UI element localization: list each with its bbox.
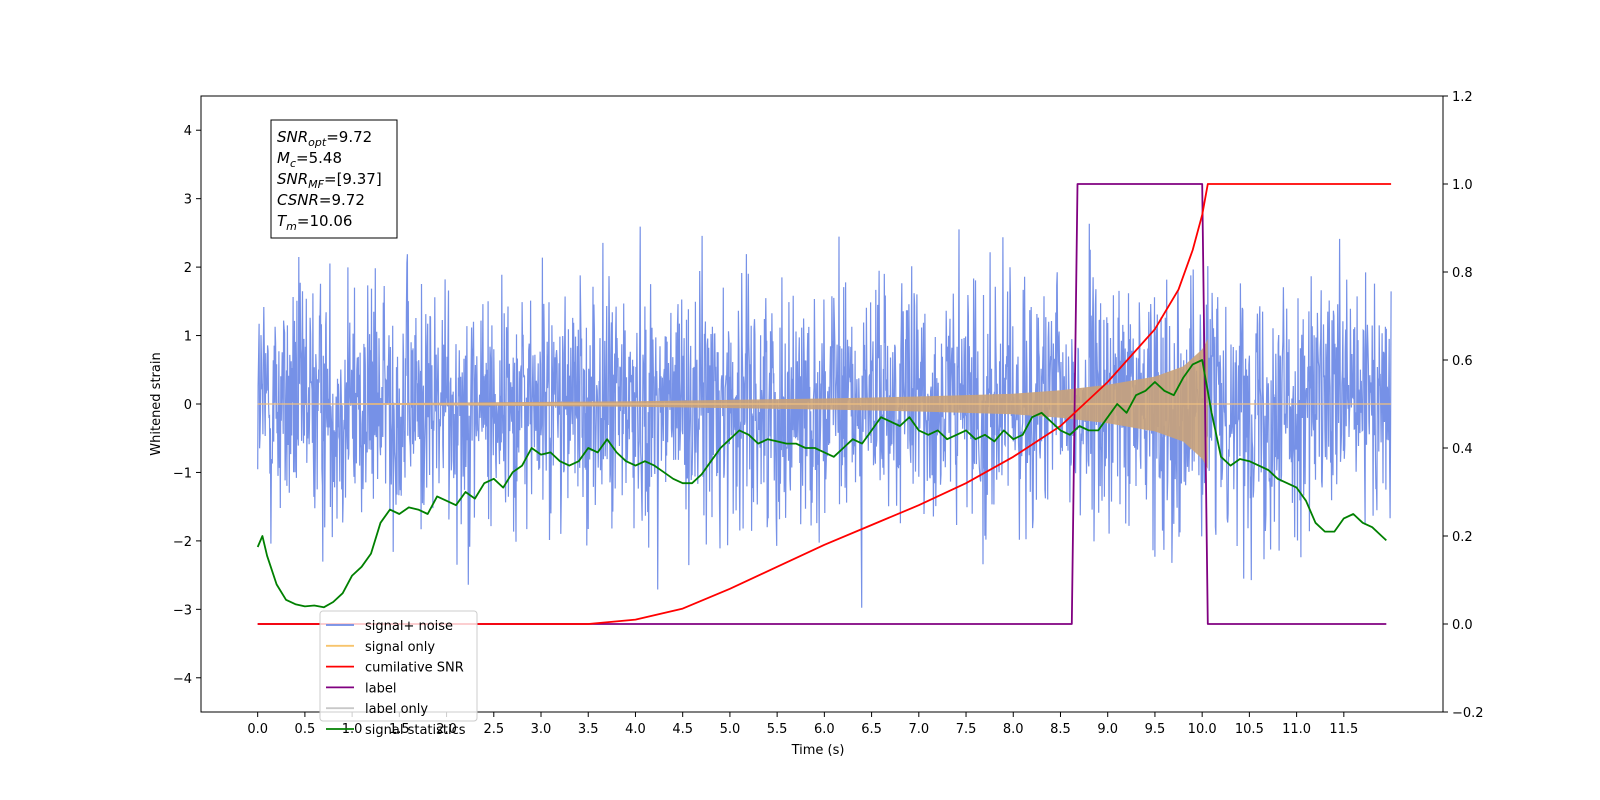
y2-tick-label: 1.0 (1452, 178, 1473, 193)
y2-tick-label: 0.0 (1452, 618, 1473, 633)
info-box-line: CSNR=9.72 (277, 191, 365, 209)
x-axis-title: Time (s) (791, 743, 845, 758)
y-axis-title: Whitened strain (149, 352, 164, 455)
legend-label: signal only (365, 640, 435, 655)
x-tick-label: 0.0 (247, 722, 268, 737)
y2-tick-label: 0.4 (1452, 442, 1473, 457)
x-axis: 0.0 0.5 1.0 1.5 2.0 2.5 3.0 3.5 4.0 4.5 5.0 5.5 6.0 6… (247, 712, 1358, 737)
y-tick-label: −2 (173, 535, 192, 550)
x-tick-label: 5.5 (767, 722, 788, 737)
x-tick-label: 6.5 (861, 722, 882, 737)
x-tick-label: 4.5 (672, 722, 693, 737)
legend: signal+ noise signal only cumilative SNR la… (319, 610, 478, 738)
x-tick-label: 11.5 (1329, 722, 1358, 737)
legend-label: label (365, 681, 396, 696)
x-tick-label: 0.5 (295, 722, 316, 737)
legend-label: signal statistics (365, 723, 466, 738)
x-tick-label: 10.0 (1188, 722, 1217, 737)
legend-label: signal+ noise (365, 619, 453, 634)
y-tick-label: 2 (184, 261, 192, 276)
series-label (257, 183, 1387, 625)
y2-tick-label: 0.8 (1452, 266, 1473, 281)
y-tick-label: 3 (184, 193, 192, 208)
x-tick-label: 3.0 (531, 722, 552, 737)
legend-label: label only (365, 702, 428, 717)
x-tick-label: 3.5 (578, 722, 599, 737)
y-axis-left: −4 −3 −2 −1 0 1 2 3 4 (173, 124, 201, 687)
x-tick-label: 8.5 (1050, 722, 1071, 737)
y2-tick-label: 0.6 (1452, 354, 1473, 369)
info-box-line: SNRMF=[9.37] (277, 170, 382, 191)
series-signal-statistics (256, 359, 1387, 609)
y-tick-label: −3 (173, 603, 192, 618)
x-tick-label: 1.5 (389, 722, 410, 737)
series-cumulative-snr (257, 183, 1392, 625)
y-tick-label: −4 (173, 672, 192, 687)
info-box-line: SNRopt=9.72 (277, 128, 372, 149)
x-tick-label: 5.0 (720, 722, 741, 737)
x-tick-label: 9.5 (1145, 722, 1166, 737)
legend-label: cumilative SNR (365, 661, 464, 676)
x-tick-label: 8.0 (1003, 722, 1024, 737)
legend-frame (319, 610, 478, 722)
x-tick-label: 10.5 (1235, 722, 1264, 737)
x-tick-label: 2.5 (483, 722, 504, 737)
y2-tick-label: 1.2 (1452, 90, 1473, 105)
y-tick-label: 0 (184, 398, 192, 413)
x-tick-label: 7.5 (956, 722, 977, 737)
info-box-line: Mc=5.48 (277, 149, 342, 170)
series-layer (256, 183, 1392, 625)
y-tick-label: 1 (184, 330, 192, 345)
x-tick-label: 2.0 (436, 722, 457, 737)
x-tick-label: 11.0 (1282, 722, 1311, 737)
x-tick-label: 7.0 (908, 722, 929, 737)
x-tick-label: 6.0 (814, 722, 835, 737)
y-axis-right: −0.2 0.0 0.2 0.4 0.6 0.8 1.0 1.2 (1443, 90, 1484, 721)
info-box-frame (270, 119, 398, 239)
info-box-line: Tm=10.06 (277, 212, 352, 233)
x-tick-label: 9.0 (1097, 722, 1118, 737)
y2-tick-label: −0.2 (1452, 706, 1484, 721)
x-tick-label: 4.0 (625, 722, 646, 737)
y-tick-label: −1 (173, 466, 192, 481)
y-tick-label: 4 (184, 124, 192, 139)
y2-tick-label: 0.2 (1452, 530, 1473, 545)
